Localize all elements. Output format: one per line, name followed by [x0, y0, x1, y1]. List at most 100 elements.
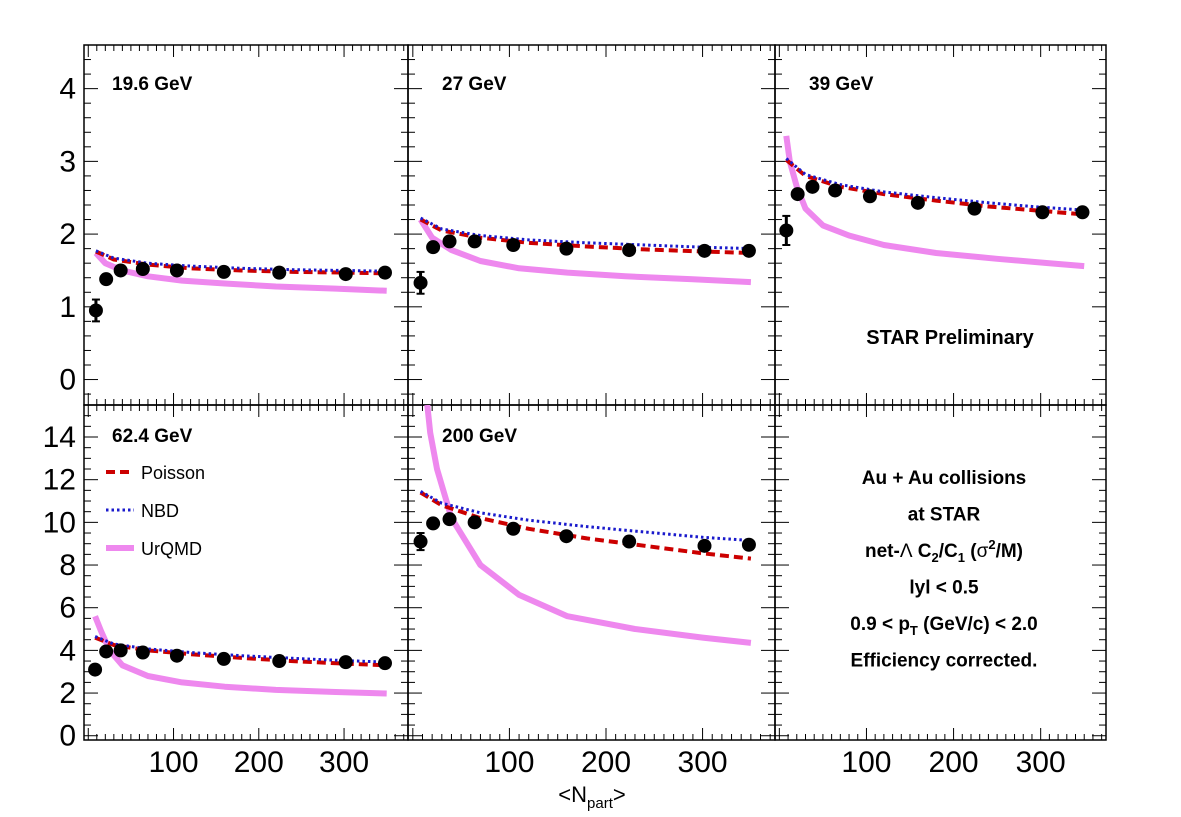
y-tick-label: 14	[43, 421, 76, 454]
legend-label: UrQMD	[141, 539, 202, 559]
data-marker	[467, 515, 482, 530]
data-point	[88, 298, 103, 323]
x-tick-label: 100	[484, 746, 534, 779]
superscript: 2	[988, 537, 995, 552]
data-point	[467, 515, 482, 530]
data-marker	[88, 303, 103, 318]
subscript: 2	[932, 550, 939, 565]
data-marker	[622, 243, 637, 258]
nbd-line	[785, 157, 1085, 212]
data-marker	[910, 195, 925, 210]
data-marker	[413, 275, 428, 290]
x-tick-label: 300	[319, 746, 369, 779]
info-span: C	[913, 541, 932, 562]
data-marker	[169, 263, 184, 278]
y-tick-label: 2	[59, 218, 76, 251]
info-line: 0.9 < pT (GeV/c) < 2.0	[850, 614, 1038, 638]
legend-label: Poisson	[141, 463, 205, 483]
info-line: Efficiency corrected.	[851, 651, 1038, 672]
data-marker	[113, 643, 128, 658]
data-point	[338, 267, 353, 282]
legend-entry-nbd: NBD	[106, 501, 179, 521]
x-tick-label: 200	[581, 746, 631, 779]
data-marker	[506, 521, 521, 536]
y-tick-label: 6	[59, 592, 76, 625]
y-tick-label: 2	[59, 677, 76, 710]
info-line: Au + Au collisions	[862, 468, 1027, 489]
urqmd-line	[783, 135, 1085, 270]
data-point	[169, 648, 184, 663]
data-point	[99, 644, 114, 659]
data-marker	[779, 223, 794, 238]
y-tick-label: 10	[43, 506, 76, 539]
data-point	[779, 214, 794, 246]
data-marker	[272, 265, 287, 280]
data-marker	[135, 262, 150, 276]
legend: Poisson NBD UrQMD	[106, 463, 205, 559]
data-point	[426, 240, 441, 255]
data-marker	[99, 644, 114, 659]
panel-border	[407, 404, 776, 741]
x-tick-label: 200	[929, 746, 979, 779]
energy-label: 27 GeV	[442, 74, 507, 95]
data-marker	[135, 645, 150, 660]
data-point	[272, 654, 287, 669]
x-axis-label: <Npart>	[558, 782, 625, 812]
y-tick-label: 1	[59, 291, 76, 324]
y-tick-label: 4	[59, 634, 76, 667]
x-tick-label: 300	[1016, 746, 1066, 779]
energy-label: 39 GeV	[809, 74, 874, 95]
data-marker	[828, 183, 843, 198]
panel-border	[83, 44, 409, 406]
data-marker	[559, 241, 574, 256]
info-span: lyl < 0.5	[909, 578, 979, 599]
data-marker	[99, 272, 114, 287]
data-marker	[413, 534, 428, 549]
y-tick-label: 0	[59, 720, 76, 753]
y-tick-label: 3	[59, 145, 76, 178]
preliminary-label: STAR Preliminary	[866, 327, 1034, 349]
data-marker	[216, 264, 231, 279]
panel-200-GeV: 200 GeV	[413, 405, 756, 646]
panel-frame-r1c2	[774, 404, 1107, 741]
panel-39-GeV: 39 GeV	[779, 74, 1090, 270]
data-point	[697, 538, 712, 553]
data-point	[506, 521, 521, 536]
info-span: /M)	[996, 541, 1023, 562]
data-point	[506, 238, 521, 252]
info-span: Au + Au collisions	[862, 468, 1027, 489]
legend-label: NBD	[141, 501, 179, 521]
xlabel-sub: part	[587, 795, 614, 812]
data-point	[377, 265, 392, 280]
info-span: (	[965, 541, 977, 562]
data-point	[413, 270, 428, 295]
panel-frame-r0c1	[407, 44, 776, 406]
data-marker	[1075, 205, 1090, 220]
data-marker	[377, 656, 392, 671]
poisson-line	[94, 635, 387, 668]
greek-lambda: Λ	[900, 541, 913, 562]
data-point	[169, 263, 184, 278]
curves	[418, 216, 752, 286]
panel-border	[407, 44, 776, 406]
poisson-line	[419, 217, 751, 255]
curves	[93, 249, 387, 294]
data-point	[622, 534, 637, 549]
info-span: /C	[939, 541, 958, 562]
subscript: T	[910, 623, 918, 638]
data-point	[559, 241, 574, 256]
nbd-line	[95, 249, 387, 273]
urqmd-line	[424, 405, 752, 646]
data-marker	[338, 655, 353, 670]
energy-label: 200 GeV	[442, 426, 517, 447]
panel-62_4-GeV: 62.4 GeV	[88, 426, 392, 697]
data-point	[862, 189, 877, 204]
xlabel-close: >	[613, 782, 626, 807]
nbd-line	[419, 490, 751, 542]
panel-19_6-GeV: 19.6 GeV	[88, 74, 392, 323]
subscript: 1	[958, 550, 965, 565]
